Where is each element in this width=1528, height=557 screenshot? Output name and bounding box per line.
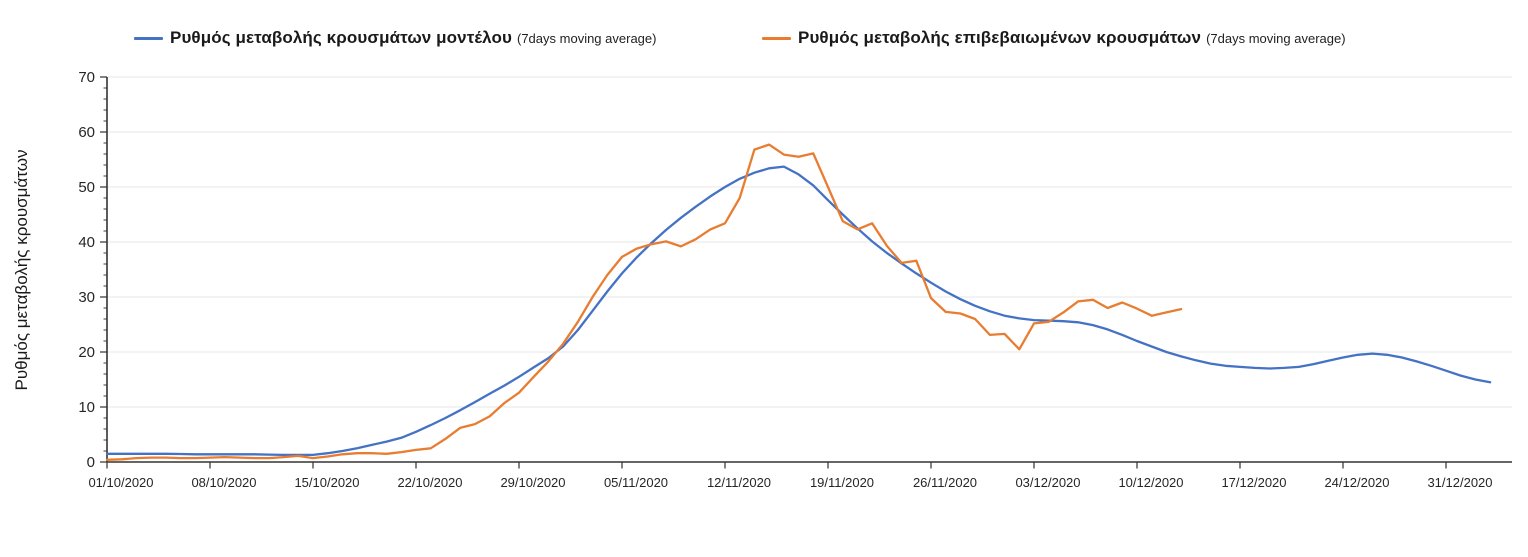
x-tick-label: 29/10/2020 [500, 475, 565, 490]
series-line-model [105, 165, 1492, 457]
x-tick-label: 01/10/2020 [88, 475, 153, 490]
y-tick-label: 20 [78, 344, 95, 361]
x-tick-label: 08/10/2020 [191, 475, 256, 490]
x-tick-label: 17/12/2020 [1221, 475, 1286, 490]
x-tick-label: 12/11/2020 [707, 475, 771, 490]
x-tick-label: 05/11/2020 [604, 475, 668, 490]
y-tick-label: 50 [78, 179, 95, 196]
legend-line-swatch-model [134, 36, 163, 40]
legend-sublabel-model: (7days moving average) [517, 30, 657, 46]
x-tick-label: 26/11/2020 [913, 475, 977, 490]
legend-item-model: Ρυθμός μεταβολής κρουσμάτων μοντέλου (7d… [134, 26, 656, 50]
legend-sublabel-confirmed: (7days moving average) [1206, 30, 1346, 46]
x-tick-label: 03/12/2020 [1015, 475, 1080, 490]
x-tick-label: 31/12/2020 [1427, 475, 1492, 490]
y-tick-label: 30 [78, 289, 95, 306]
y-tick-label: 10 [78, 399, 95, 416]
y-axis-title: Ρυθμός μεταβολής κρουσμάτων [12, 149, 31, 391]
legend-item-confirmed: Ρυθμός μεταβολής επιβεβαιωμένων κρουσμάτ… [762, 26, 1346, 50]
legend-line-swatch-confirmed [762, 36, 791, 40]
x-tick-label: 19/11/2020 [810, 475, 874, 490]
y-tick-label: 60 [78, 124, 95, 141]
series-line-confirmed [105, 143, 1183, 461]
legend-label-model: Ρυθμός μεταβολής κρουσμάτων μοντέλου [170, 28, 512, 47]
x-tick-label: 15/10/2020 [294, 475, 359, 490]
x-tick-label: 22/10/2020 [397, 475, 462, 490]
y-tick-label: 40 [78, 234, 95, 251]
x-tick-label: 10/12/2020 [1118, 475, 1183, 490]
y-tick-label: 70 [78, 69, 95, 86]
x-tick-label: 24/12/2020 [1324, 475, 1389, 490]
y-tick-label: 0 [87, 454, 95, 471]
legend-label-confirmed: Ρυθμός μεταβολής επιβεβαιωμένων κρουσμάτ… [798, 28, 1202, 47]
